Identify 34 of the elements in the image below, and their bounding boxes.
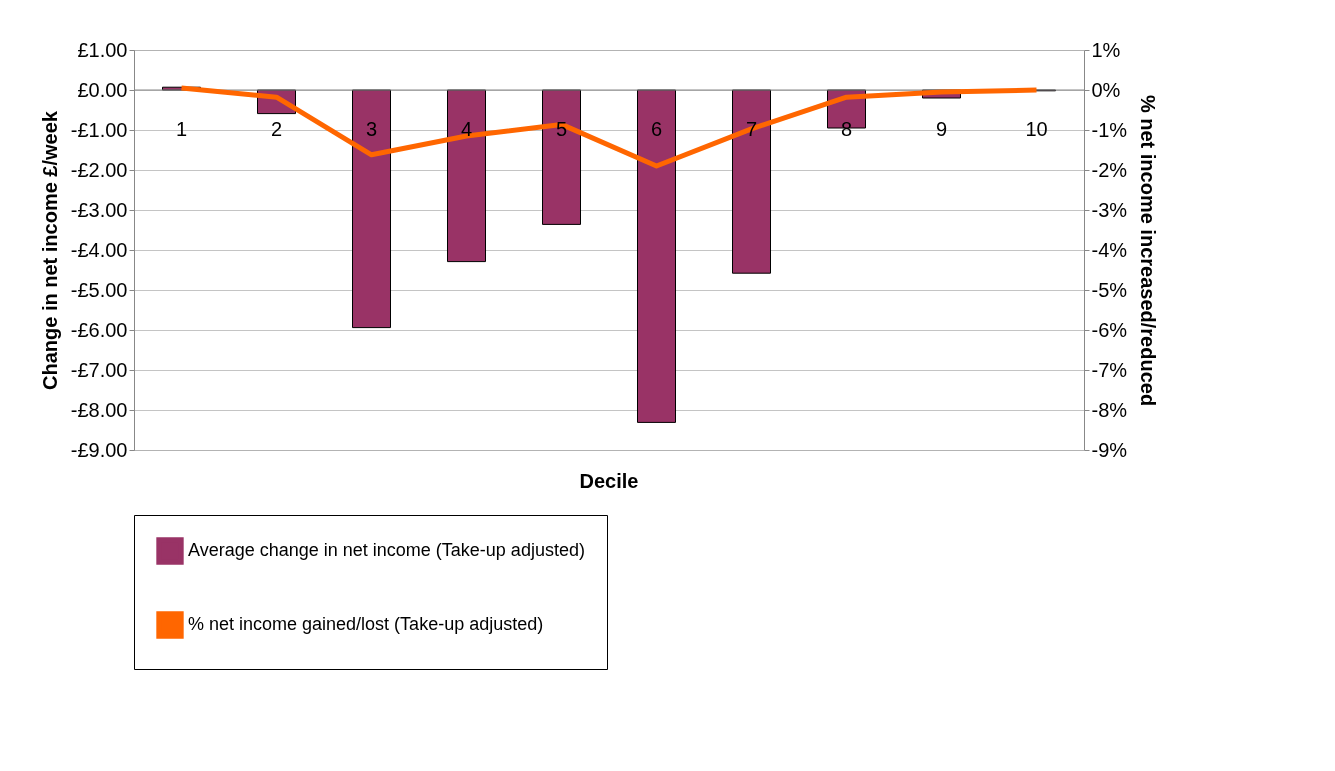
legend-label: Average change in net income (Take-up adjusted) [188, 540, 585, 560]
x-tick-label: 10 [1025, 118, 1048, 140]
x-tick-label: 7 [745, 118, 758, 140]
y2-axis-title: % net income increased/reduced [1137, 94, 1160, 407]
x-tick-label: 3 [365, 118, 378, 140]
y-tick-label: -£1.00 [70, 118, 128, 141]
y-tick-label: £1.00 [77, 38, 128, 61]
y-tick-label: £0.00 [77, 78, 128, 101]
y2-tick-label: -1% [1091, 118, 1128, 141]
y-tick-label: -£6.00 [70, 318, 128, 341]
x-tick-label: 6 [650, 118, 663, 140]
y2-tick-label: -9% [1091, 438, 1128, 461]
y2-tick-label: -2% [1091, 158, 1128, 181]
y2-tick-label: -4% [1091, 238, 1128, 261]
x-axis-title: Decile [579, 470, 639, 492]
x-tick-label: 1 [175, 118, 188, 140]
y-tick-label: -£7.00 [70, 358, 128, 381]
y2-tick-label: -7% [1091, 358, 1128, 381]
y2-tick-label: -8% [1091, 398, 1128, 421]
x-tick-label: 9 [935, 118, 948, 140]
x-tick-label: 2 [270, 118, 283, 140]
y-axis-title: Change in net income £/week [38, 110, 61, 390]
y2-tick-label: 1% [1091, 38, 1121, 61]
legend-label: % net income gained/lost (Take-up adjusted) [188, 614, 544, 634]
y2-tick-label: -3% [1091, 198, 1128, 221]
y2-tick-label: -5% [1091, 278, 1128, 301]
y2-tick-label: 0% [1091, 78, 1121, 101]
y-tick-label: -£2.00 [70, 158, 128, 181]
y2-tick-label: -6% [1091, 318, 1128, 341]
y-tick-label: -£8.00 [70, 398, 128, 421]
y-tick-label: -£4.00 [70, 238, 128, 261]
y-tick-label: -£5.00 [70, 278, 128, 301]
y-tick-label: -£3.00 [70, 198, 128, 221]
y-tick-label: -£9.00 [70, 438, 128, 461]
